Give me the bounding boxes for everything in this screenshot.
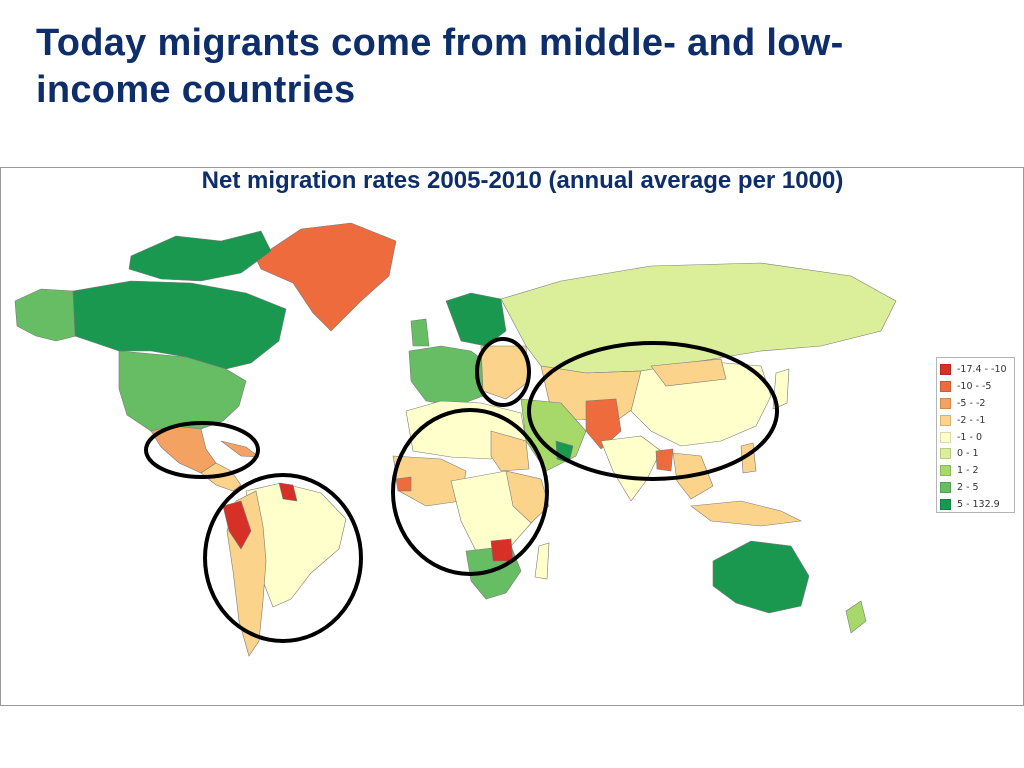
highlight-circle-mexico [144,421,260,479]
map-panel [0,167,1024,706]
legend-label: -5 - -2 [957,397,986,409]
legend-label: 1 - 2 [957,465,979,477]
highlight-circle-asia [527,341,779,481]
legend-swatch [940,431,951,443]
legend-item: 2 - 5 [940,479,1014,496]
legend-item: 5 - 132.9 [940,496,1014,513]
slide-title: Today migrants come from middle- and low… [36,22,844,111]
greenland [255,222,397,332]
legend-item: 0 - 1 [940,445,1014,462]
east-africa [505,470,550,524]
australia [712,540,810,614]
india [600,435,662,502]
indonesia [690,500,803,527]
legend-swatch [940,465,951,477]
legend-item: -5 - -2 [940,395,1014,412]
highlight-circle-eastern-europe [475,337,531,407]
legend-label: 5 - 132.9 [957,499,1000,511]
zimbabwe [490,538,514,562]
madagascar [534,542,550,580]
sudan [490,430,530,472]
russia [500,262,897,374]
guyana [278,482,298,502]
legend-item: -2 - -1 [940,412,1014,429]
legend-label: 2 - 5 [957,482,979,494]
canada [72,280,287,370]
legend-item: -17.4 - -10 [940,361,1014,378]
south-america-east [245,482,347,608]
caribbean [220,440,260,458]
legend-swatch [940,482,951,494]
legend-item: -1 - 0 [940,429,1014,446]
mongolia [650,358,727,387]
legend-label: -1 - 0 [957,431,982,443]
legend-label: -17.4 - -10 [957,363,1007,375]
legend-label: -10 - -5 [957,380,992,392]
map-title: Net migration rates 2005-2010 (annual av… [201,167,844,194]
new-zealand [845,600,867,634]
legend-item: -10 - -5 [940,378,1014,395]
legend-swatch [940,414,951,426]
legend-label: 0 - 1 [957,448,979,460]
legend-swatch [940,448,951,460]
uk [410,318,430,347]
sierra-leone [395,476,412,492]
legend-label: -2 - -1 [957,414,986,426]
bangladesh [655,448,674,472]
legend-swatch [940,363,951,375]
alaska [14,288,77,342]
legend-swatch [940,397,951,409]
arctic-islands [128,230,272,282]
scandinavia [445,292,507,347]
world-map [14,222,897,657]
legend-swatch [940,380,951,392]
peru [222,500,252,550]
legend-item: 1 - 2 [940,462,1014,479]
map-legend: -17.4 - -10 -10 - -5 -5 - -2 -2 - -1 -1 - 0 0… [936,357,1015,513]
highlight-circle-south-america [203,473,363,643]
eastern-europe [480,345,530,400]
legend-swatch [940,499,951,511]
highlight-circle-africa [391,408,549,576]
